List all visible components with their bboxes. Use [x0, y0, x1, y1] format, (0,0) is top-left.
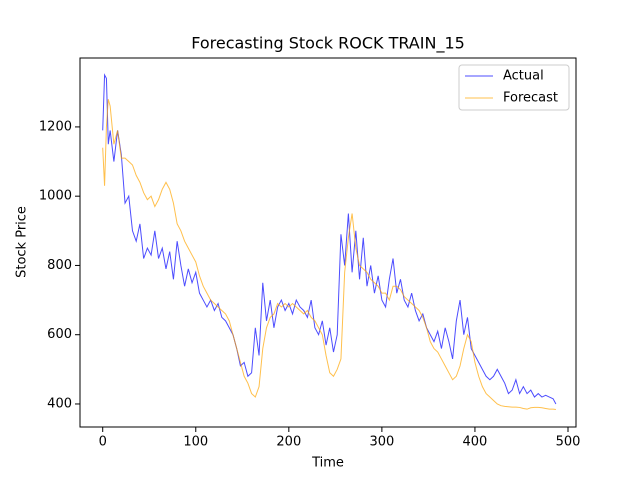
legend-label: Forecast — [503, 91, 558, 106]
chart-title: Forecasting Stock ROCK TRAIN_15 — [191, 34, 465, 54]
x-tick-label: 500 — [556, 435, 581, 450]
legend-label: Actual — [503, 69, 544, 84]
y-tick-label: 800 — [47, 258, 72, 273]
x-tick-label: 400 — [463, 435, 488, 450]
x-tick-label: 200 — [276, 435, 301, 450]
y-tick-label: 1200 — [39, 119, 72, 134]
x-axis-label: Time — [311, 456, 344, 471]
plot-frame — [79, 57, 577, 428]
data-line — [102, 99, 556, 411]
x-tick-label: 300 — [369, 435, 394, 450]
x-tick-label: 100 — [183, 435, 208, 450]
y-axis-label: Stock Price — [15, 206, 30, 278]
x-tick-label: 0 — [99, 435, 107, 450]
y-tick-label: 600 — [47, 327, 72, 342]
data-line — [102, 73, 557, 405]
y-tick-label: 1000 — [39, 189, 72, 204]
y-tick-label: 400 — [47, 396, 72, 411]
